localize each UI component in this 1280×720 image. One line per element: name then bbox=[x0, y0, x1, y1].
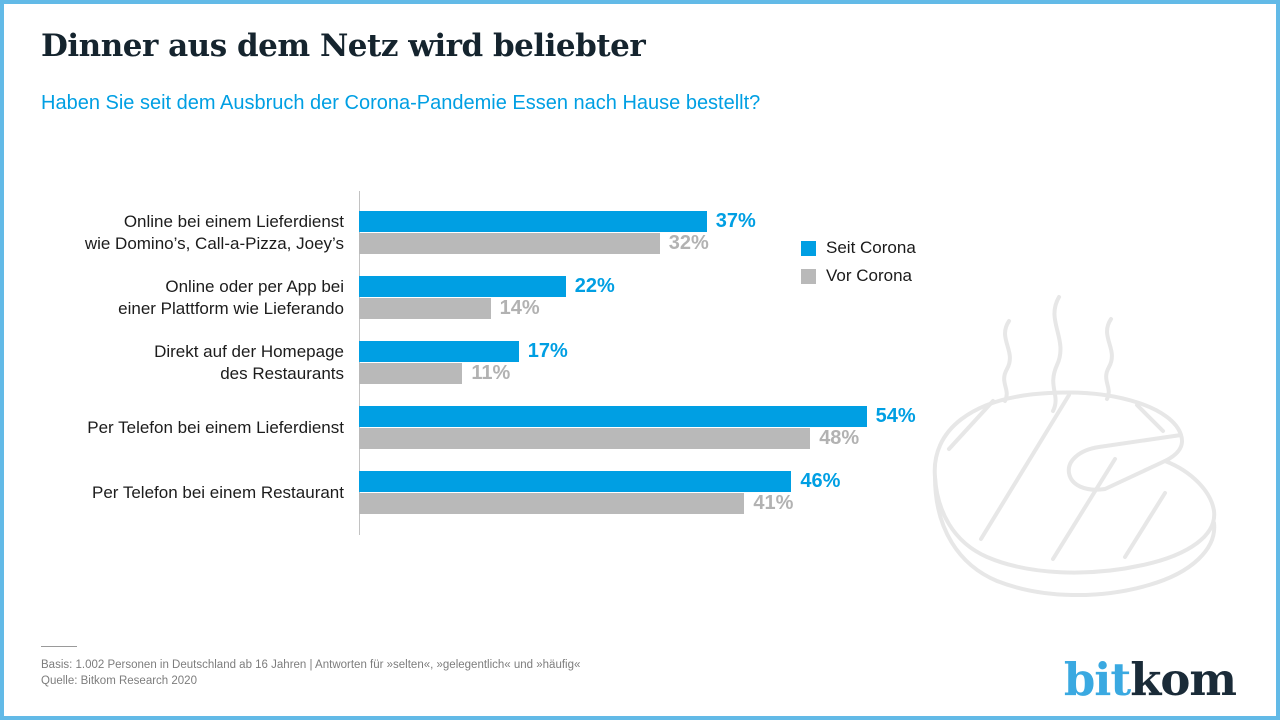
category-label: Per Telefon bei einem Lieferdienst bbox=[87, 417, 344, 437]
value-label: 32% bbox=[668, 232, 709, 254]
value-label: 48% bbox=[819, 427, 860, 449]
bitkom-logo: bitkom bbox=[1064, 657, 1237, 702]
bar-vor-corona bbox=[359, 298, 491, 319]
value-label: 46% bbox=[800, 470, 841, 492]
bar-line-vor-corona: 48% bbox=[359, 427, 860, 449]
value-label: 17% bbox=[527, 340, 568, 362]
page-subtitle: Haben Sie seit dem Ausbruch der Corona-P… bbox=[41, 92, 761, 114]
category-label: Online bei einem Lieferdienst wie Domino… bbox=[84, 212, 344, 253]
chart-row: Per Telefon bei einem Lieferdienst 54% 48% bbox=[41, 405, 941, 450]
bar-line-seit-corona: 22% bbox=[359, 275, 615, 297]
chart-row: Online bei einem Lieferdienst wie Domino… bbox=[41, 210, 941, 255]
bar-line-seit-corona: 37% bbox=[359, 210, 756, 232]
bar-line-vor-corona: 11% bbox=[359, 362, 511, 384]
steak-bone-icon bbox=[1066, 433, 1183, 492]
legend-item: Vor Corona bbox=[801, 266, 916, 286]
category-label: Online oder per App bei einer Plattform … bbox=[118, 277, 344, 318]
legend-label: Seit Corona bbox=[826, 238, 916, 257]
chart-row: Per Telefon bei einem Restaurant 46% 41% bbox=[41, 470, 941, 515]
category-label: Direkt auf der Homepage des Restaurants bbox=[154, 342, 344, 383]
footer-basis: Basis: 1.002 Personen in Deutschland ab … bbox=[41, 659, 581, 671]
bar-line-seit-corona: 46% bbox=[359, 470, 841, 492]
category-label: Per Telefon bei einem Restaurant bbox=[91, 482, 344, 502]
value-label: 14% bbox=[499, 297, 540, 319]
bar-seit-corona bbox=[359, 341, 519, 362]
steaming-steak-icon bbox=[932, 295, 1217, 598]
bar-line-vor-corona: 14% bbox=[359, 297, 540, 319]
bar-seit-corona bbox=[359, 471, 792, 492]
bar-seit-corona bbox=[359, 211, 707, 232]
legend-label: Vor Corona bbox=[826, 266, 912, 285]
bar-line-seit-corona: 54% bbox=[359, 405, 916, 427]
bar-vor-corona bbox=[359, 493, 745, 514]
logo-bit: bit bbox=[1063, 653, 1131, 706]
value-label: 11% bbox=[471, 362, 511, 384]
footer-source: Quelle: Bitkom Research 2020 bbox=[41, 675, 197, 687]
bar-vor-corona bbox=[359, 363, 463, 384]
bar-seit-corona bbox=[359, 406, 867, 427]
value-label: 37% bbox=[715, 210, 756, 232]
bar-line-vor-corona: 32% bbox=[359, 232, 709, 254]
chart-row: Direkt auf der Homepage des Restaurants 1… bbox=[41, 340, 941, 385]
bar-vor-corona bbox=[359, 428, 811, 449]
bar-line-seit-corona: 17% bbox=[359, 340, 568, 362]
bar-vor-corona bbox=[359, 233, 660, 254]
chart-legend: Seit Corona Vor Corona bbox=[801, 238, 916, 294]
logo-kom: kom bbox=[1130, 653, 1237, 706]
steak-side-icon bbox=[933, 475, 1217, 598]
chart-row: Online oder per App bei einer Plattform … bbox=[41, 275, 941, 320]
legend-item: Seit Corona bbox=[801, 238, 916, 258]
footer: Basis: 1.002 Personen in Deutschland ab … bbox=[41, 646, 580, 689]
page-title: Dinner aus dem Netz wird beliebter bbox=[41, 28, 646, 64]
blue-square-swatch bbox=[801, 240, 816, 256]
value-label: 54% bbox=[875, 405, 916, 427]
steak-top-icon bbox=[932, 390, 1217, 575]
bar-seit-corona bbox=[359, 276, 566, 297]
value-label: 41% bbox=[753, 492, 794, 514]
gray-square-swatch bbox=[801, 268, 816, 284]
steam-line-icon bbox=[1051, 295, 1063, 413]
bar-line-vor-corona: 41% bbox=[359, 492, 794, 514]
steam-line-icon bbox=[1002, 319, 1012, 403]
footer-divider bbox=[41, 646, 77, 647]
bar-chart: Online bei einem Lieferdienst wie Domino… bbox=[4, 4, 1276, 716]
value-label: 22% bbox=[574, 275, 615, 297]
steam-line-icon bbox=[1104, 317, 1114, 401]
